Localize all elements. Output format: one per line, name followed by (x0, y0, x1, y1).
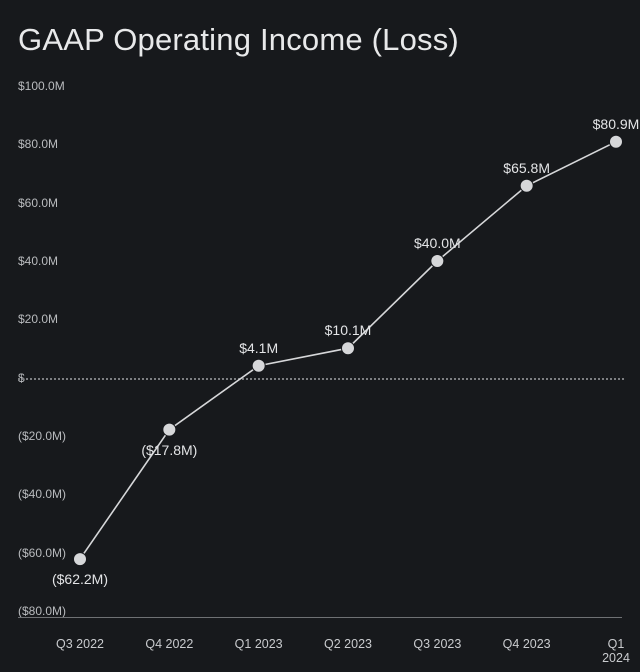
data-point-label: $65.8M (503, 160, 550, 176)
data-point-label: ($62.2M) (52, 571, 108, 587)
data-point (163, 423, 176, 436)
data-point (610, 135, 623, 148)
data-point (520, 179, 533, 192)
x-axis-label: Q1 2024 (602, 637, 630, 665)
data-point-label: $10.1M (325, 322, 372, 338)
line-chart: $100.0M$80.0M$60.0M$40.0M$20.0M$($20.0M)… (0, 0, 640, 672)
data-point (252, 359, 265, 372)
data-point-label: $4.1M (239, 340, 278, 356)
x-axis-label: Q4 2023 (503, 637, 551, 651)
data-point (74, 553, 87, 566)
x-axis-label: Q3 2022 (56, 637, 104, 651)
data-point-label: ($17.8M) (141, 442, 197, 458)
x-axis-line (18, 617, 622, 618)
x-axis-label: Q2 2023 (324, 637, 372, 651)
data-point-label: $80.9M (593, 116, 640, 132)
data-point (431, 255, 444, 268)
x-axis-label: Q4 2022 (145, 637, 193, 651)
x-axis-label: Q3 2023 (413, 637, 461, 651)
data-point-label: $40.0M (414, 235, 461, 251)
x-axis-label: Q1 2023 (235, 637, 283, 651)
data-point (342, 342, 355, 355)
